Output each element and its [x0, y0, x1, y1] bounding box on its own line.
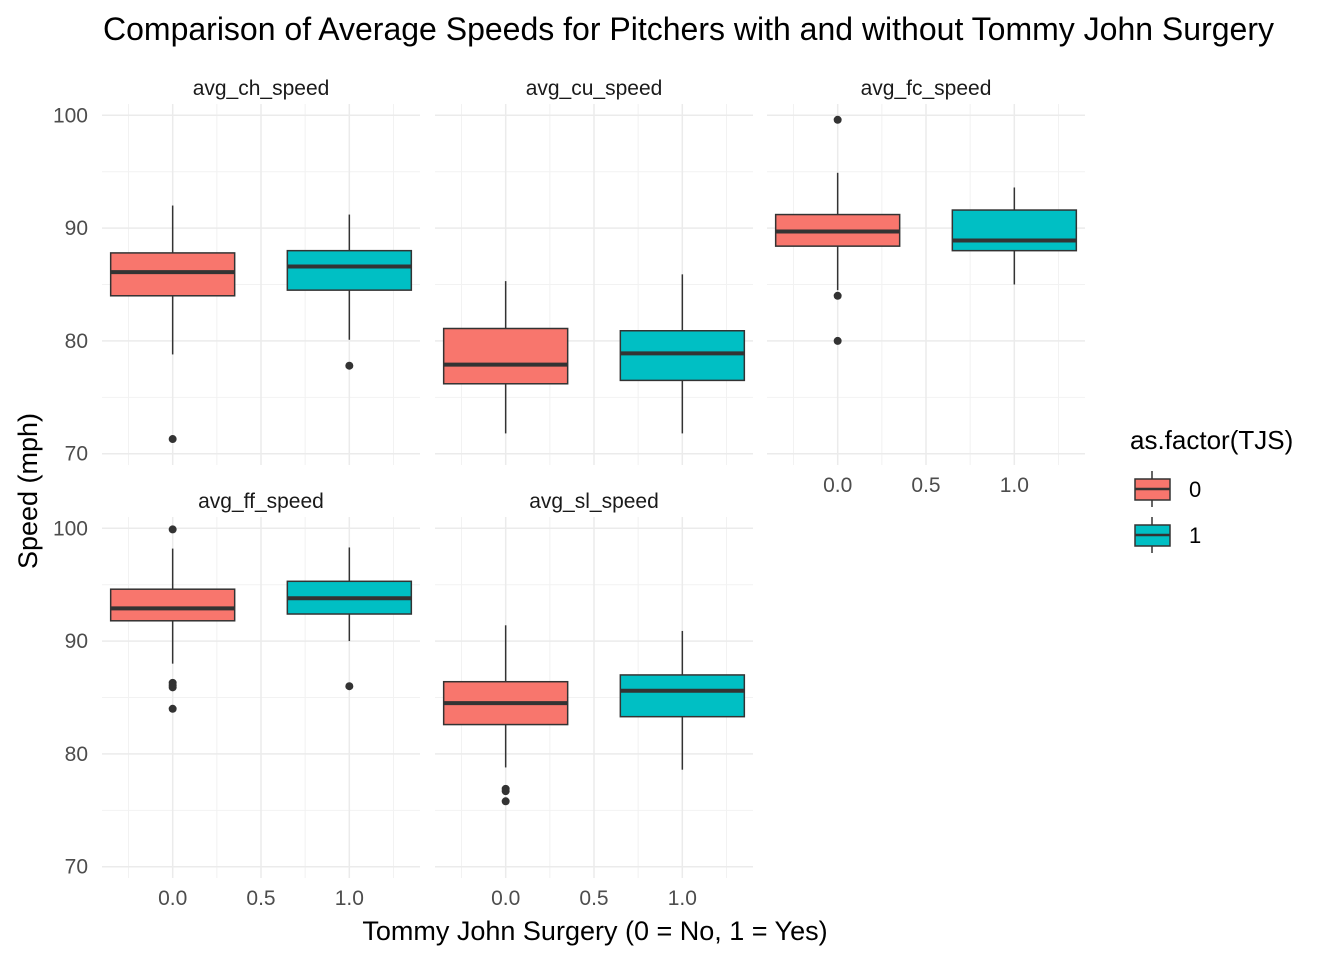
facet-label: avg_ff_speed	[198, 490, 324, 513]
x-tick-label: 0.0	[491, 887, 520, 910]
box	[109, 588, 236, 622]
box-group-0	[442, 625, 569, 806]
box-group-0	[109, 205, 236, 444]
legend-key-0: 0	[1134, 471, 1201, 507]
x-tick-label: 1.0	[335, 887, 364, 910]
facet-panel-avg_fc_speed: avg_fc_speed 0.0 0.5 1.0	[767, 77, 1085, 497]
facet-label: avg_cu_speed	[526, 77, 663, 100]
outlier-point	[168, 683, 177, 692]
x-tick-label: 0.5	[579, 887, 608, 910]
box	[442, 327, 569, 385]
box-group-1	[619, 274, 746, 434]
legend-key-1: 1	[1134, 517, 1201, 553]
x-tick-label: 0.0	[158, 887, 187, 910]
x-tick-label: 1.0	[1000, 474, 1029, 497]
outlier-point	[168, 525, 177, 534]
facet-label: avg_ch_speed	[193, 77, 330, 100]
box-group-0	[442, 281, 569, 434]
box-group-1	[619, 630, 746, 770]
outlier-point	[168, 704, 177, 713]
y-tick-label: 100	[53, 517, 88, 540]
box	[286, 249, 413, 291]
box	[619, 674, 746, 718]
facet-panel-avg_cu_speed: avg_cu_speed	[435, 77, 753, 465]
x-tick-label: 0.5	[911, 474, 940, 497]
outlier-point	[833, 336, 842, 345]
chart-title: Comparison of Average Speeds for Pitcher…	[103, 11, 1274, 47]
outlier-point	[833, 115, 842, 124]
box-group-0	[109, 525, 236, 713]
box-group-1	[286, 214, 413, 370]
legend: as.factor(TJS) 0 1	[1130, 425, 1293, 553]
y-tick-label: 80	[65, 330, 88, 353]
box	[619, 330, 746, 382]
facet-panel-avg_sl_speed: avg_sl_speed 0.0 0.5 1.0	[435, 490, 753, 910]
legend-label: 0	[1189, 477, 1201, 502]
legend-title: as.factor(TJS)	[1130, 425, 1293, 455]
outlier-point	[501, 797, 510, 806]
y-tick-label: 90	[65, 630, 88, 653]
outlier-point	[168, 435, 177, 444]
box-group-0	[774, 115, 901, 345]
y-tick-label: 100	[53, 104, 88, 127]
box-group-1	[951, 187, 1078, 285]
outlier-point	[833, 291, 842, 300]
outlier-point	[345, 361, 354, 370]
box	[951, 209, 1078, 252]
y-tick-label: 90	[65, 217, 88, 240]
facet-panel-avg_ff_speed: avg_ff_speed 70 80 90 100 0.0 0.5 1.0	[53, 490, 420, 910]
y-tick-label: 70	[65, 856, 88, 879]
x-axis-title: Tommy John Surgery (0 = No, 1 = Yes)	[362, 916, 827, 946]
facet-panel-avg_ch_speed: avg_ch_speed 70 80 90 100	[53, 77, 420, 466]
x-tick-label: 0.0	[823, 474, 852, 497]
box	[109, 252, 236, 297]
outlier-point	[345, 682, 354, 691]
x-tick-label: 0.5	[246, 887, 275, 910]
box-group-1	[286, 547, 413, 691]
x-tick-label: 1.0	[668, 887, 697, 910]
facet-label: avg_sl_speed	[529, 490, 659, 513]
y-tick-label: 70	[65, 443, 88, 466]
outlier-point	[501, 787, 510, 796]
facet-label: avg_fc_speed	[861, 77, 992, 100]
y-axis-title: Speed (mph)	[13, 413, 43, 569]
legend-label: 1	[1189, 523, 1201, 548]
y-tick-label: 80	[65, 743, 88, 766]
facet-panels: avg_ch_speed 70 80 90 100 avg_cu_speed avg_fc_…	[53, 77, 1085, 910]
